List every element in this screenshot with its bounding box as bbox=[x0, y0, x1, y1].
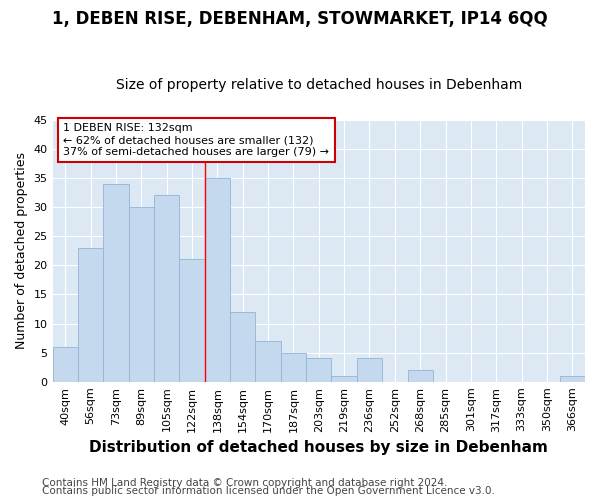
Bar bbox=[331, 376, 357, 382]
Bar bbox=[103, 184, 128, 382]
Bar bbox=[205, 178, 230, 382]
Y-axis label: Number of detached properties: Number of detached properties bbox=[15, 152, 28, 349]
Bar bbox=[281, 352, 306, 382]
Text: Contains HM Land Registry data © Crown copyright and database right 2024.: Contains HM Land Registry data © Crown c… bbox=[42, 478, 448, 488]
Bar bbox=[306, 358, 331, 382]
Text: 1, DEBEN RISE, DEBENHAM, STOWMARKET, IP14 6QQ: 1, DEBEN RISE, DEBENHAM, STOWMARKET, IP1… bbox=[52, 10, 548, 28]
Bar bbox=[53, 347, 78, 382]
Bar bbox=[357, 358, 382, 382]
Bar bbox=[256, 341, 281, 382]
Bar bbox=[560, 376, 585, 382]
Bar bbox=[78, 248, 103, 382]
Text: 1 DEBEN RISE: 132sqm
← 62% of detached houses are smaller (132)
37% of semi-deta: 1 DEBEN RISE: 132sqm ← 62% of detached h… bbox=[63, 124, 329, 156]
Title: Size of property relative to detached houses in Debenham: Size of property relative to detached ho… bbox=[116, 78, 522, 92]
Text: Contains public sector information licensed under the Open Government Licence v3: Contains public sector information licen… bbox=[42, 486, 495, 496]
X-axis label: Distribution of detached houses by size in Debenham: Distribution of detached houses by size … bbox=[89, 440, 548, 455]
Bar bbox=[407, 370, 433, 382]
Bar bbox=[128, 207, 154, 382]
Bar bbox=[179, 260, 205, 382]
Bar bbox=[154, 196, 179, 382]
Bar bbox=[230, 312, 256, 382]
